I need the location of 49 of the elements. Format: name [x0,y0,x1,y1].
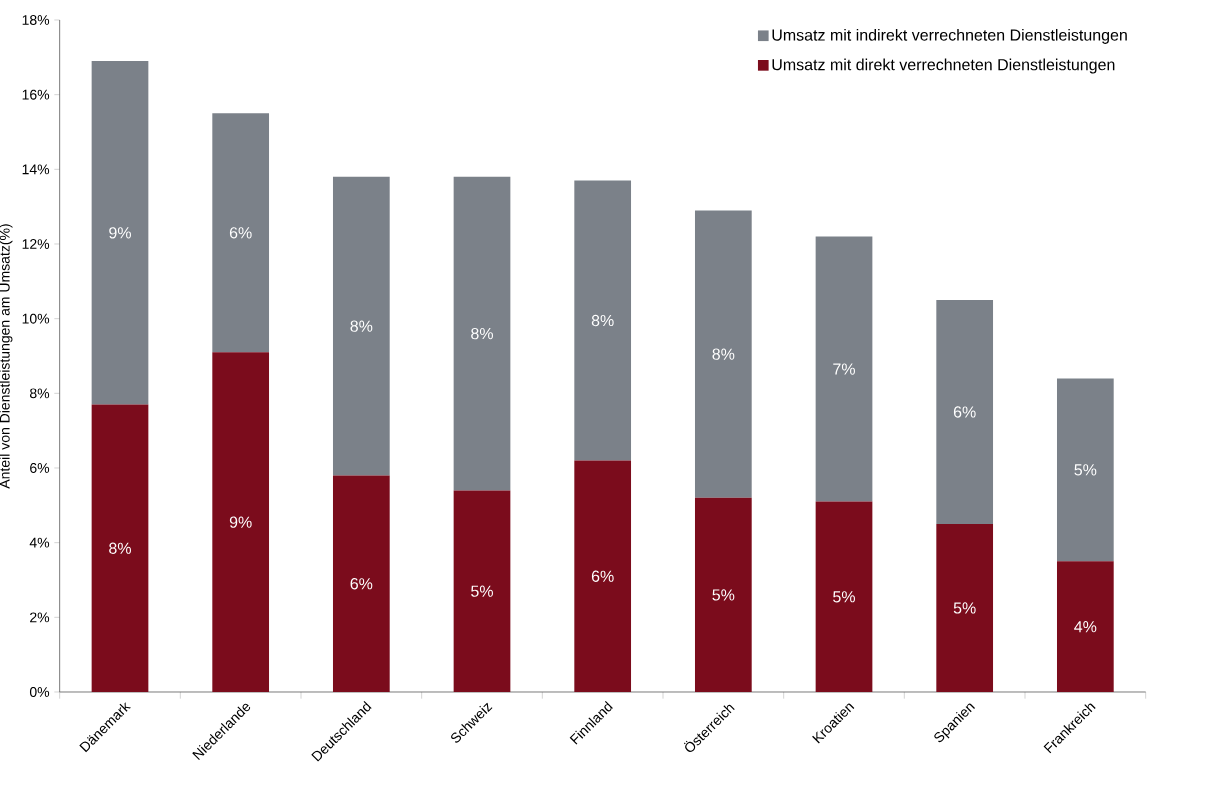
bar [936,300,994,524]
data-label: 8% [471,327,493,340]
bar [1056,378,1114,562]
y-tick-label: 8% [30,388,50,399]
bar [453,490,511,692]
bar [694,210,752,498]
bar [332,475,390,692]
data-label: 6% [591,570,614,582]
data-label: 6% [953,406,976,418]
bar [91,61,149,405]
data-label: 5% [1074,464,1097,476]
y-tick-label: 6% [30,463,50,473]
y-tick-label: 14% [22,164,50,175]
data-label: 8% [591,314,614,327]
data-label: 8% [712,348,735,360]
bar [815,236,873,502]
data-label: 7% [833,363,855,375]
bar [574,180,632,461]
data-label: 5% [953,602,976,614]
bar [1056,561,1114,692]
bar [453,176,511,491]
legend-label: Umsatz mit indirekt verrechneten Dienstleistungen [772,28,1127,44]
bar [815,501,873,692]
data-label: 5% [471,585,493,597]
y-tick-label: 16% [22,89,50,100]
bar [332,176,390,476]
bar [694,497,752,692]
bar [212,113,270,353]
y-tick-label: 18% [22,15,50,25]
y-tick-label: 2% [30,612,50,623]
data-label: 5% [833,591,855,603]
data-label: 4% [1074,621,1097,633]
bar [91,404,149,692]
y-tick-label: 10% [22,313,50,324]
legend-label: Umsatz mit direkt verrechneten Dienstleistungen [772,58,1115,74]
bar [936,524,994,692]
y-tick-label: 0% [29,687,50,697]
data-label: 9% [229,516,252,528]
bar [574,460,632,692]
y-tick-label: 4% [29,537,50,548]
data-label: 8% [350,320,373,332]
data-label: 6% [350,578,373,590]
data-label: 9% [109,227,131,239]
data-label: 6% [229,227,252,239]
bar [212,352,270,692]
data-label: 8% [109,542,131,554]
data-label: 5% [712,589,735,601]
y-tick-label: 12% [22,239,50,249]
y-axis-title: Anteil von Dienstleistungen am Umsatz(%) [0,224,13,489]
